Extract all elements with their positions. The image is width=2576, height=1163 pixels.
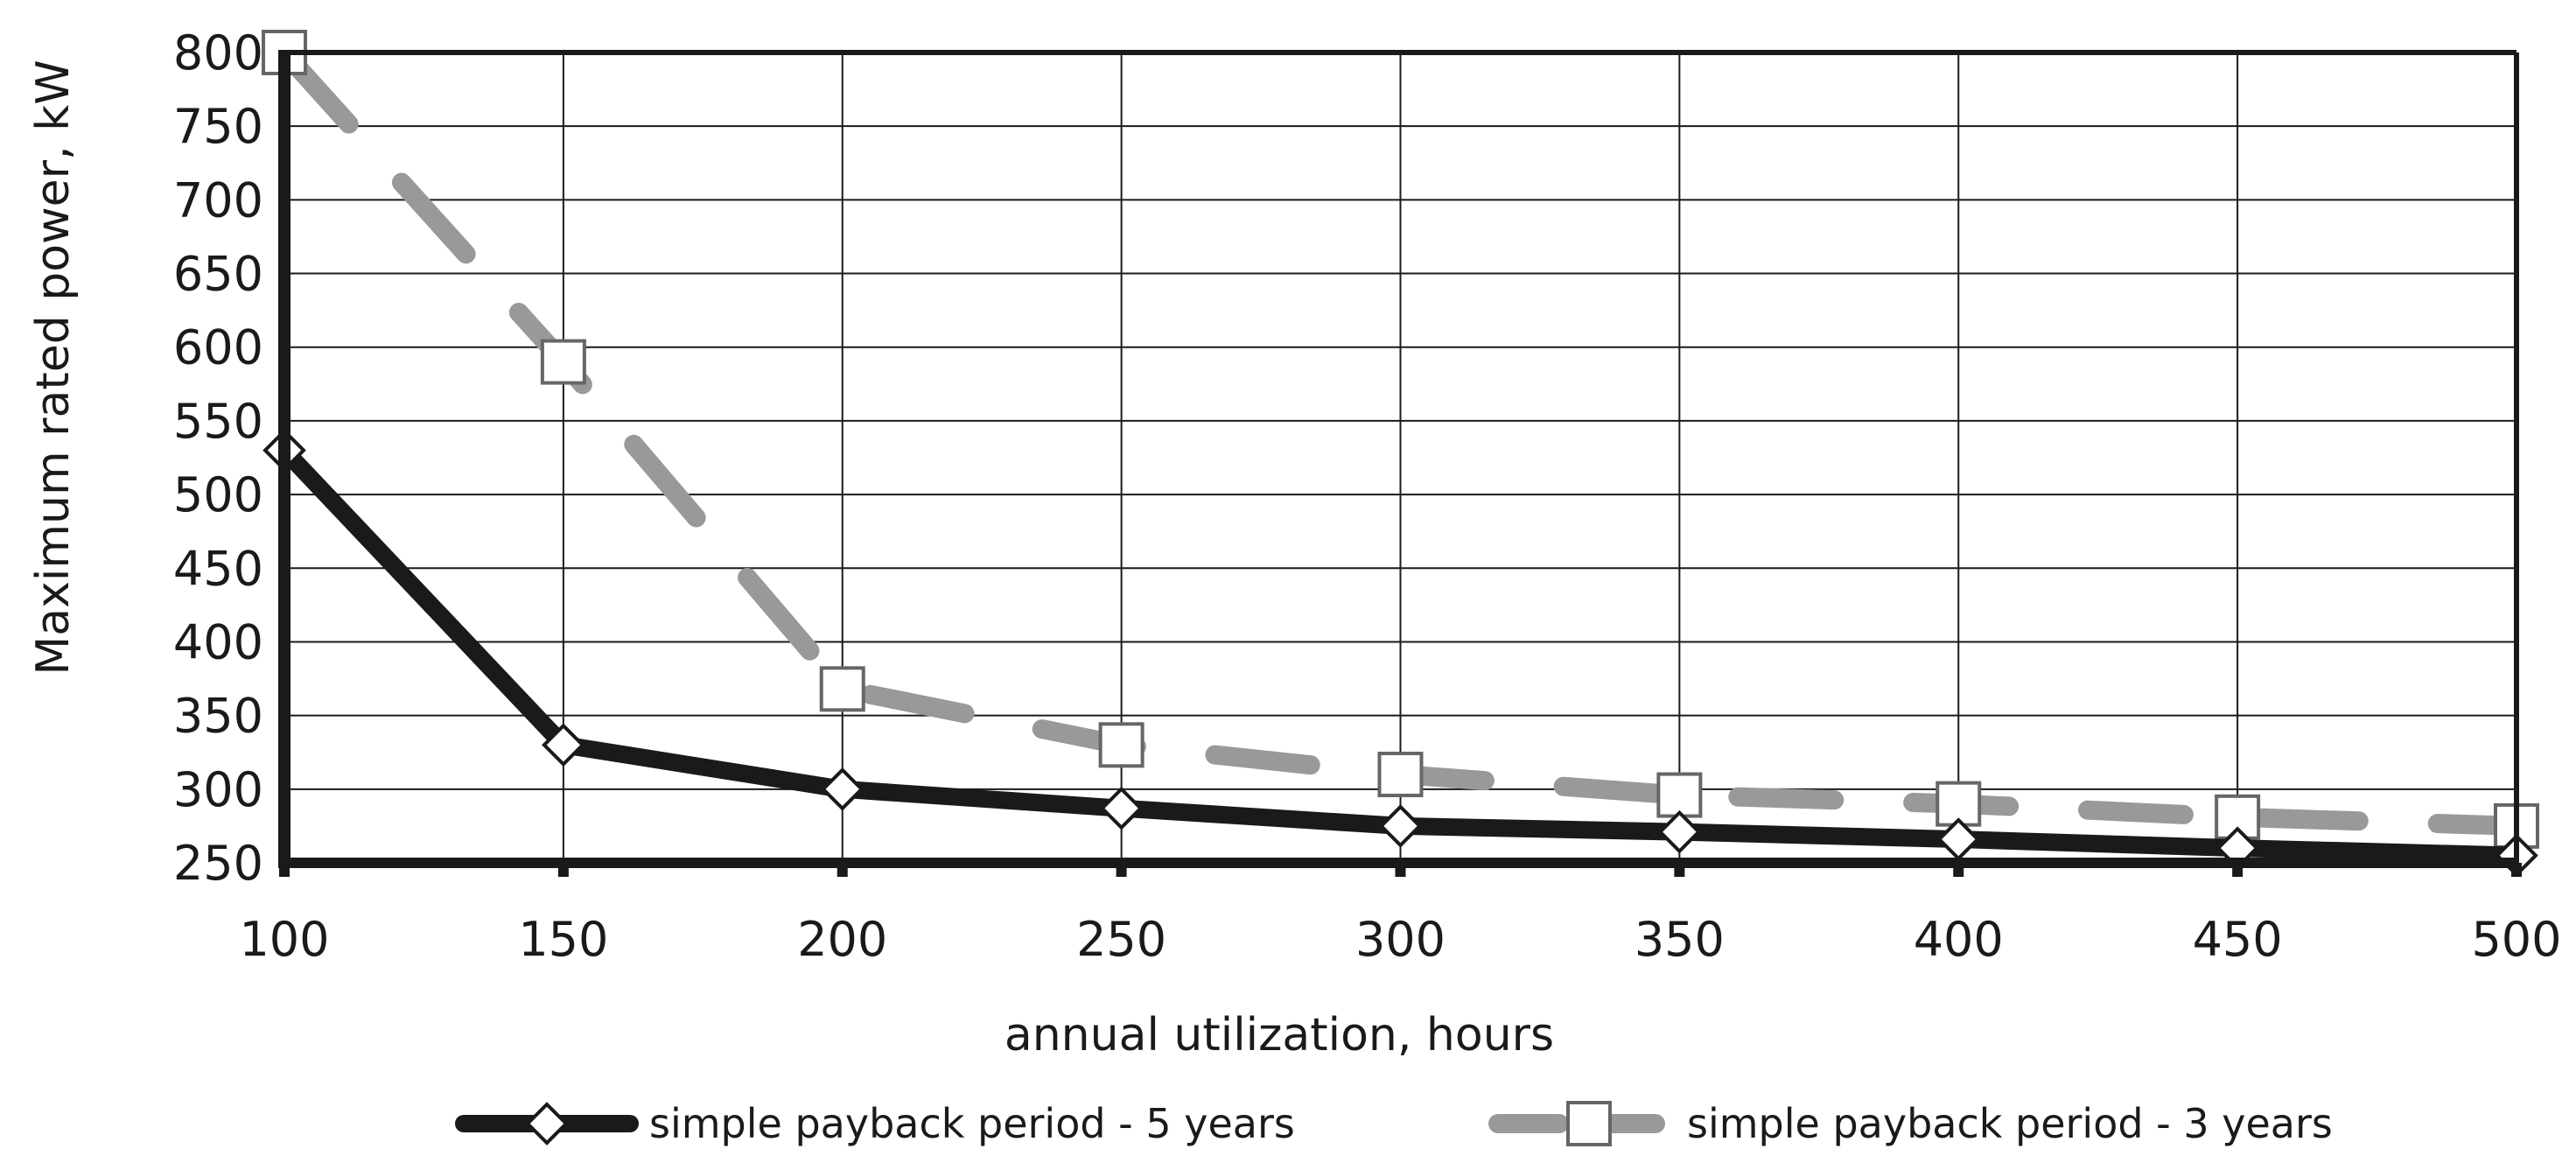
y-tick-label: 350 — [173, 689, 263, 744]
data-point-2 — [819, 666, 865, 712]
y-tick-label: 650 — [173, 247, 263, 302]
y-tick-label: 400 — [173, 614, 263, 669]
y-tick-label: 700 — [173, 172, 263, 228]
y-tick-label: 500 — [173, 467, 263, 522]
legend-label: simple payback period - 5 years — [649, 1100, 1295, 1147]
series-2 — [262, 30, 2539, 849]
x-axis-title: annual utilization, hours — [1004, 1009, 1554, 1061]
legend-item-2: simple payback period - 3 years — [1488, 1100, 2333, 1147]
x-tick-label: 150 — [518, 912, 608, 967]
grid — [284, 52, 2517, 863]
y-tick-label: 600 — [173, 320, 263, 375]
x-tick-label: 200 — [797, 912, 887, 967]
y-tick-label: 550 — [173, 394, 263, 449]
x-tick-label: 250 — [1076, 912, 1166, 967]
x-tick-label: 400 — [1914, 912, 2004, 967]
y-tick-label: 800 — [173, 25, 263, 81]
data-point-2 — [1377, 751, 1424, 797]
tick-labels: 250 300 350 400 450 500 550 600 650 700 750 800 100 1… — [173, 25, 2562, 967]
x-tick-label: 350 — [1634, 912, 1725, 967]
data-point-1 — [1099, 786, 1144, 830]
y-tick-label: 450 — [173, 541, 263, 596]
y-axis-title: Maximum rated power, kW — [27, 60, 80, 675]
data-point-2 — [1656, 772, 1703, 818]
x-tick-label: 100 — [239, 912, 329, 967]
y-tick-label: 250 — [173, 836, 263, 891]
x-tick-label: 450 — [2193, 912, 2283, 967]
data-point-2 — [1098, 722, 1144, 768]
legend-label: simple payback period - 3 years — [1687, 1100, 2333, 1147]
legend-item-1: simple payback period - 5 years — [455, 1100, 1295, 1147]
legend-marker — [525, 1102, 569, 1145]
data-point-1 — [542, 723, 585, 767]
y-tick-label: 300 — [173, 762, 263, 817]
x-tick-label: 500 — [2471, 912, 2561, 967]
data-point-2 — [540, 339, 586, 385]
axes — [278, 50, 2522, 877]
data-point-1 — [1378, 804, 1423, 848]
data-point-1 — [1657, 809, 1702, 854]
legend: simple payback period - 5 years simple pa… — [455, 1100, 2333, 1147]
legend-marker — [1566, 1101, 1612, 1146]
x-tick-label: 300 — [1355, 912, 1446, 967]
data-point-1 — [820, 767, 864, 811]
y-tick-label: 750 — [173, 99, 263, 154]
